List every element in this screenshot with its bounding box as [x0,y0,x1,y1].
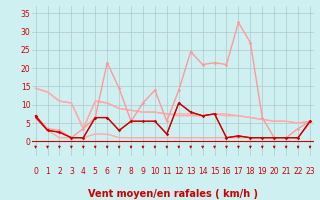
X-axis label: Vent moyen/en rafales ( km/h ): Vent moyen/en rafales ( km/h ) [88,189,258,199]
